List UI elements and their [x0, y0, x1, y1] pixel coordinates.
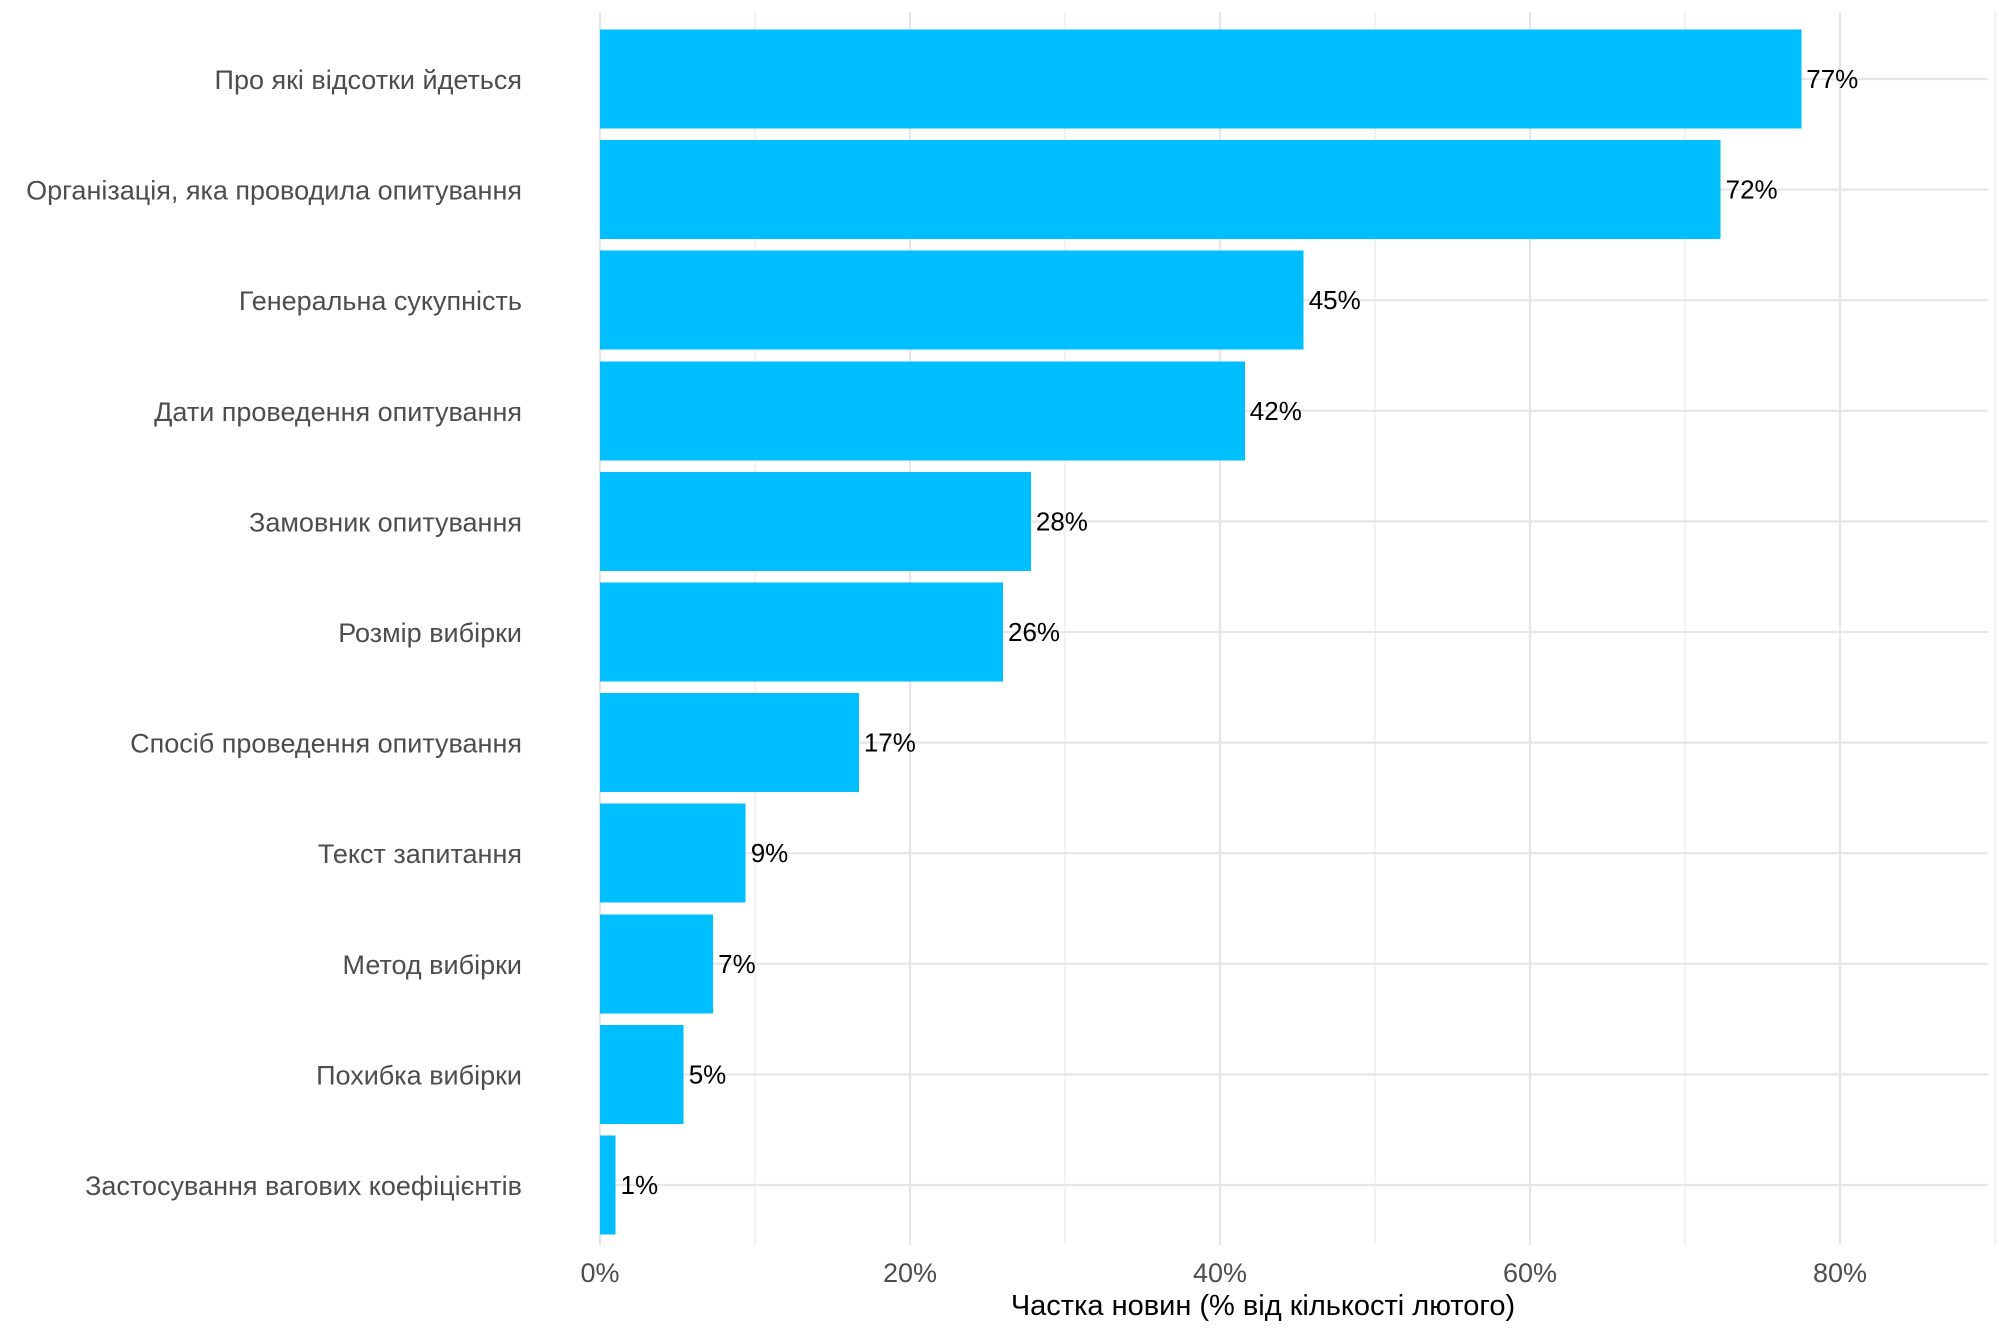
data-label: 26% — [1008, 617, 1060, 647]
data-label: 72% — [1726, 175, 1778, 205]
bar — [600, 803, 746, 903]
bar — [600, 361, 1245, 461]
bar — [600, 140, 1721, 240]
data-label: 1% — [621, 1170, 659, 1200]
category-label: Розмір вибірки — [338, 618, 522, 648]
category-label: Спосіб проведення опитування — [130, 729, 522, 759]
bar — [600, 1024, 684, 1124]
x-tick-label: 20% — [883, 1258, 937, 1288]
data-label: 28% — [1036, 506, 1088, 536]
category-label: Застосування вагових коефіцієнтів — [85, 1171, 522, 1201]
data-label: 9% — [751, 838, 789, 868]
data-label: 77% — [1806, 64, 1858, 94]
x-axis-ticks: 0% 20% 40% 60% 80% — [580, 1258, 1867, 1288]
bar — [600, 471, 1031, 571]
bars — [600, 29, 1802, 1235]
data-label: 42% — [1250, 396, 1302, 426]
category-label: Метод вибірки — [343, 950, 522, 980]
category-label: Дати проведення опитування — [154, 397, 522, 427]
category-label: Організація, яка проводила опитування — [26, 176, 522, 206]
x-tick-label: 0% — [580, 1258, 619, 1288]
data-label: 5% — [689, 1059, 727, 1089]
x-tick-label: 80% — [1813, 1258, 1867, 1288]
data-label: 45% — [1309, 285, 1361, 315]
category-label: Похибка вибірки — [316, 1060, 522, 1090]
x-axis-title: Частка новин (% від кількості лютого) — [1011, 1290, 1515, 1322]
bar — [600, 693, 859, 793]
bar — [600, 914, 714, 1014]
category-labels: Про які відсотки йдеться Організація, яка… — [26, 65, 522, 1201]
category-label: Текст запитання — [318, 839, 522, 869]
bar — [600, 1135, 616, 1235]
bar — [600, 582, 1003, 682]
category-label: Про які відсотки йдеться — [215, 65, 522, 95]
x-tick-label: 40% — [1193, 1258, 1247, 1288]
x-tick-label: 60% — [1503, 1258, 1557, 1288]
bar — [600, 29, 1802, 129]
bar — [600, 250, 1304, 350]
category-label: Генеральна сукупність — [239, 286, 522, 316]
data-labels: 77% 72% 45% 42% 28% 26% 17% 9% 7% 5% 1% — [621, 64, 1859, 1200]
data-label: 17% — [864, 728, 916, 758]
category-label: Замовник опитування — [249, 507, 522, 537]
data-label: 7% — [718, 949, 756, 979]
